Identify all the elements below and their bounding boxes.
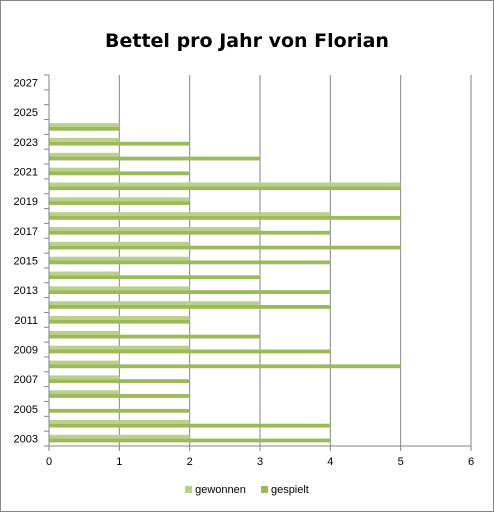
bar-gespielt-2017: [49, 230, 331, 235]
bar-gespielt-2016: [49, 245, 401, 250]
bar-gespielt-2003: [49, 438, 331, 443]
bar-gespielt-2024: [49, 126, 120, 131]
bar-gespielt-2006: [49, 394, 190, 398]
legend-swatch-gewonnen: [185, 486, 193, 493]
y-tick-label-2021: 2021: [14, 166, 38, 178]
bar-gewonnen-2018: [49, 212, 331, 216]
y-tick-label-2025: 2025: [14, 107, 38, 119]
x-tick-label-0: 0: [46, 456, 52, 468]
bar-gewonnen-2009: [49, 345, 190, 350]
bar-gewonnen-2020: [49, 182, 401, 187]
bar-gewonnen-2008: [49, 360, 120, 365]
bar-gespielt-2007: [49, 379, 190, 384]
bar-gespielt-2005: [49, 408, 190, 413]
y-tick-label-2005: 2005: [14, 404, 38, 416]
bar-gewonnen-2013: [49, 286, 190, 291]
bar-gewonnen-2017: [49, 227, 260, 231]
legend: gewonnen gespielt: [0, 484, 494, 496]
bar-gespielt-2008: [49, 364, 401, 369]
y-tick-label-2007: 2007: [14, 374, 38, 386]
bar-gewonnen-2016: [49, 241, 190, 246]
bar-gewonnen-2015: [49, 256, 190, 261]
bar-gespielt-2013: [49, 290, 331, 294]
bar-gespielt-2022: [49, 156, 260, 161]
bar-gespielt-2019: [49, 201, 190, 205]
bar-gespielt-2012: [49, 305, 331, 309]
bar-gespielt-2018: [49, 215, 401, 220]
bar-gespielt-2004: [49, 423, 331, 428]
bar-gewonnen-2014: [49, 271, 120, 276]
x-tick-label-3: 3: [257, 456, 263, 468]
y-tick-label-2003: 2003: [14, 434, 38, 446]
x-tick-label-5: 5: [398, 456, 404, 468]
bar-gespielt-2009: [49, 349, 331, 354]
legend-item-gewonnen: gewonnen: [185, 484, 246, 496]
bar-gespielt-2021: [49, 171, 190, 176]
y-tick-label-2009: 2009: [14, 345, 38, 357]
bar-gespielt-2020: [49, 186, 401, 191]
bar-gewonnen-2010: [49, 330, 120, 335]
bar-gewonnen-2007: [49, 375, 120, 380]
bar-gespielt-2015: [49, 260, 331, 265]
bar-gewonnen-2024: [49, 123, 120, 127]
bar-gewonnen-2004: [49, 419, 190, 424]
y-tick-label-2017: 2017: [14, 226, 38, 238]
bar-gewonnen-2019: [49, 197, 190, 202]
y-tick-label-2013: 2013: [14, 285, 38, 297]
legend-label-gewonnen: gewonnen: [195, 484, 246, 496]
y-tick-label-2023: 2023: [14, 137, 38, 149]
y-tick-label-2015: 2015: [14, 256, 38, 268]
legend-label-gespielt: gespielt: [270, 484, 309, 496]
x-tick-label-2: 2: [187, 456, 193, 468]
bar-gespielt-2014: [49, 275, 260, 280]
bar-gewonnen-2012: [49, 301, 260, 306]
x-tick-label-1: 1: [116, 456, 122, 468]
bar-gewonnen-2011: [49, 316, 190, 320]
bar-gewonnen-2023: [49, 137, 120, 142]
x-tick-label-4: 4: [327, 456, 333, 468]
chart-title: Bettel pro Jahr von Florian: [105, 30, 389, 52]
bar-gespielt-2023: [49, 141, 190, 146]
bar-gewonnen-2022: [49, 152, 120, 157]
y-tick-label-2027: 2027: [14, 77, 38, 89]
bar-gewonnen-2006: [49, 390, 120, 395]
legend-item-gespielt: gespielt: [260, 484, 309, 496]
x-tick-label-6: 6: [468, 456, 474, 468]
y-tick-label-2019: 2019: [14, 196, 38, 208]
bar-gespielt-2011: [49, 319, 190, 324]
y-tick-label-2011: 2011: [14, 315, 38, 327]
bar-gespielt-2010: [49, 334, 260, 339]
bar-gewonnen-2003: [49, 434, 190, 439]
legend-swatch-gespielt: [260, 486, 268, 493]
bar-gewonnen-2021: [49, 167, 120, 172]
